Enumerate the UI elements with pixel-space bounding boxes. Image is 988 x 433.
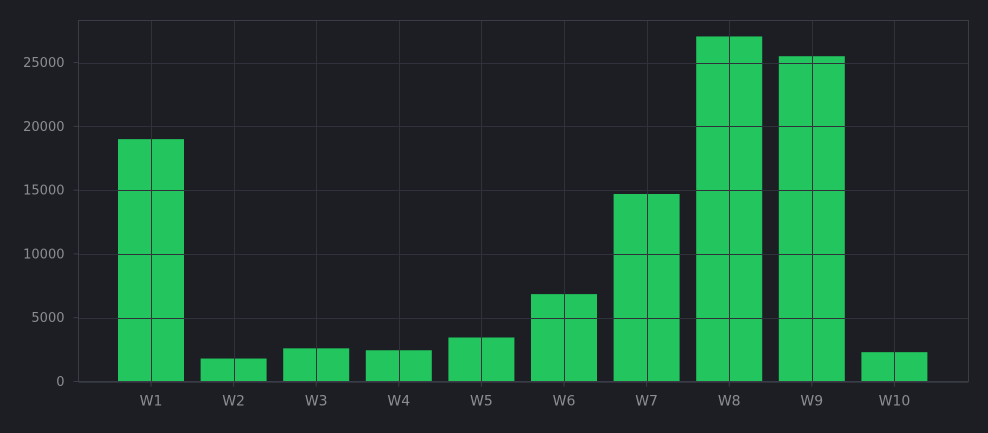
y-tick-label: 5000 — [31, 311, 64, 326]
bar-w9 — [778, 56, 845, 382]
y-axis-ticks: 0 5000 10000 15000 20000 25000 — [23, 56, 79, 390]
bar-w2 — [200, 358, 267, 382]
y-tick-label: 25000 — [23, 56, 64, 71]
x-tick-label: W10 — [879, 394, 911, 410]
x-tick-label: W9 — [800, 394, 823, 410]
x-tick-label: W5 — [470, 394, 493, 410]
x-tick-label: W4 — [387, 394, 410, 410]
y-tick-label: 10000 — [23, 247, 64, 262]
y-tick-label: 15000 — [23, 184, 64, 199]
plot-frame — [78, 20, 969, 382]
x-tick-label: W6 — [553, 394, 576, 410]
y-tick-label: 20000 — [23, 120, 64, 135]
x-tick-label: W8 — [718, 394, 741, 410]
x-tick-label: W3 — [305, 394, 328, 410]
x-tick-label: W2 — [222, 394, 245, 410]
grid-layer — [78, 20, 969, 383]
y-tick-label: 0 — [56, 375, 64, 390]
bar-w4 — [365, 350, 432, 382]
x-tick-label: W1 — [140, 394, 163, 410]
x-axis-ticks: W1 W2 W3 W4 W5 W6 W7 W8 W9 W10 — [140, 381, 911, 410]
bar-w7 — [613, 193, 680, 382]
x-tick-label: W7 — [635, 394, 658, 410]
